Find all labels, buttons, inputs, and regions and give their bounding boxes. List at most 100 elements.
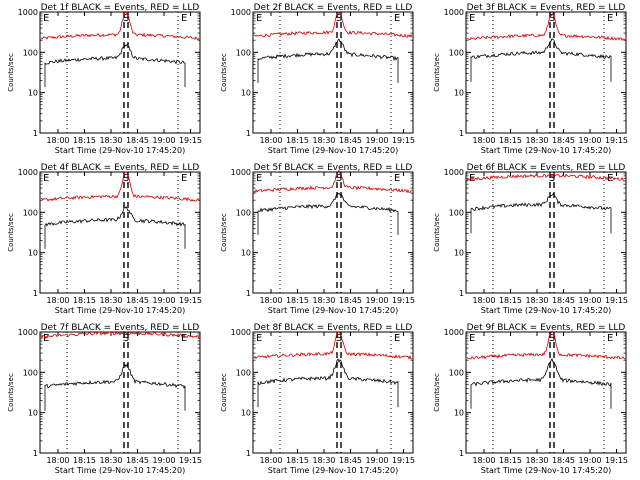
x-tick-label: 19:15 — [605, 296, 628, 305]
panel-1: Det 1f BLACK = Events, RED = LLD 1 10 100 10… — [7, 3, 202, 155]
x-tick-label: 19:00 — [578, 296, 601, 305]
marker-label-e: E — [256, 173, 262, 184]
marker-label-s: S — [336, 173, 342, 184]
x-tick-label: 18:45 — [552, 136, 575, 145]
marker-label-s: S — [549, 13, 555, 24]
y-tick-label: 1 — [33, 449, 38, 458]
x-tick-label: 18:30 — [525, 456, 548, 465]
x-tick-label: 18:15 — [73, 136, 96, 145]
x-tick-label: 18:45 — [339, 456, 362, 465]
x-tick-label: 18:15 — [73, 296, 96, 305]
y-tick-label: 1 — [459, 449, 464, 458]
marker-label-e2: E — [181, 333, 187, 344]
series-lld — [466, 12, 626, 42]
x-axis-label: Start Time (29-Nov-10 17:45:20) — [55, 306, 185, 315]
x-tick-label: 19:15 — [392, 136, 415, 145]
marker-label-e: E — [469, 333, 475, 344]
series-events — [44, 43, 186, 88]
panel-title: Det 6f BLACK = Events, RED = LLD — [467, 163, 626, 173]
plot-frame — [252, 11, 414, 134]
plot-frame — [252, 171, 414, 294]
y-tick-label: 100 — [449, 208, 464, 217]
y-tick-label: 10 — [241, 89, 251, 98]
plot-frame — [465, 331, 627, 454]
y-tick-label: 10 — [241, 409, 251, 418]
x-axis-label: Start Time (29-Nov-10 17:45:20) — [55, 466, 185, 475]
x-tick-label: 19:00 — [578, 456, 601, 465]
y-tick-label: 10 — [454, 249, 464, 258]
panel-2: Det 2f BLACK = Events, RED = LLD 1 10 100 10… — [220, 3, 415, 155]
y-tick-label: 1000 — [231, 8, 251, 17]
marker-label-e: E — [43, 13, 49, 24]
y-tick-label: 100 — [236, 48, 251, 57]
x-tick-label: 18:00 — [46, 456, 69, 465]
x-axis-label: Start Time (29-Nov-10 17:45:20) — [55, 146, 185, 155]
y-tick-label: 100 — [236, 208, 251, 217]
x-tick-label: 19:15 — [605, 136, 628, 145]
series-lld — [40, 171, 200, 202]
y-tick-label: 100 — [23, 208, 38, 217]
series-events — [470, 357, 612, 409]
marker-label-e2: E — [394, 13, 400, 24]
panel-title: Det 2f BLACK = Events, RED = LLD — [254, 3, 413, 13]
panel-8: Det 8f BLACK = Events, RED = LLD 1 10 100 10… — [220, 323, 415, 475]
y-axis-label: Counts/sec — [220, 213, 228, 252]
plot-frame — [39, 11, 201, 134]
series-events — [257, 358, 399, 408]
series-events — [44, 205, 186, 249]
y-axis-label: Counts/sec — [7, 373, 15, 412]
y-tick-label: 1 — [459, 289, 464, 298]
x-axis-label: Start Time (29-Nov-10 17:45:20) — [268, 146, 398, 155]
panel-title: Det 9f BLACK = Events, RED = LLD — [467, 323, 626, 333]
x-tick-label: 18:30 — [525, 296, 548, 305]
y-tick-label: 1000 — [444, 328, 464, 337]
x-tick-label: 18:45 — [126, 136, 149, 145]
x-tick-label: 19:15 — [179, 456, 202, 465]
panel-title: Det 4f BLACK = Events, RED = LLD — [41, 163, 200, 173]
x-tick-label: 18:30 — [312, 456, 335, 465]
y-tick-label: 100 — [23, 368, 38, 377]
x-tick-label: 19:00 — [152, 456, 175, 465]
x-tick-label: 18:45 — [552, 296, 575, 305]
x-tick-label: 19:15 — [392, 456, 415, 465]
y-tick-label: 10 — [241, 249, 251, 258]
marker-label-e: E — [469, 13, 475, 24]
marker-label-s: S — [336, 333, 342, 344]
plot-frame — [39, 331, 201, 454]
y-axis-label: Counts/sec — [220, 53, 228, 92]
panel-title: Det 8f BLACK = Events, RED = LLD — [254, 323, 413, 333]
y-tick-label: 100 — [449, 368, 464, 377]
series-lld — [253, 11, 413, 38]
marker-label-e: E — [256, 333, 262, 344]
x-tick-label: 18:45 — [552, 456, 575, 465]
panel-7: Det 7f BLACK = Events, RED = LLD 1 10 100 10… — [7, 323, 202, 475]
x-tick-label: 19:00 — [152, 296, 175, 305]
x-tick-label: 18:00 — [472, 296, 495, 305]
x-tick-label: 19:00 — [578, 136, 601, 145]
marker-label-e2: E — [181, 173, 187, 184]
series-lld — [253, 169, 413, 194]
y-tick-label: 100 — [449, 48, 464, 57]
y-axis-label: Counts/sec — [7, 53, 15, 92]
x-tick-label: 18:00 — [46, 296, 69, 305]
x-tick-label: 18:30 — [312, 136, 335, 145]
x-tick-label: 19:00 — [365, 296, 388, 305]
x-axis-label: Start Time (29-Nov-10 17:45:20) — [481, 306, 611, 315]
x-tick-label: 18:00 — [259, 136, 282, 145]
y-axis-label: Counts/sec — [433, 373, 441, 412]
y-tick-label: 1000 — [231, 168, 251, 177]
y-tick-label: 100 — [23, 48, 38, 57]
series-lld — [253, 330, 413, 361]
marker-label-s: S — [123, 173, 129, 184]
x-tick-label: 18:15 — [499, 136, 522, 145]
y-axis-label: Counts/sec — [433, 213, 441, 252]
panel-6: Det 6f BLACK = Events, RED = LLD 1 10 100 10… — [433, 163, 628, 315]
x-tick-label: 18:00 — [472, 456, 495, 465]
y-tick-label: 100 — [236, 368, 251, 377]
y-tick-label: 1000 — [18, 328, 38, 337]
x-tick-label: 18:15 — [286, 136, 309, 145]
marker-label-e: E — [256, 13, 262, 24]
y-tick-label: 1000 — [18, 8, 38, 17]
x-tick-label: 18:15 — [499, 296, 522, 305]
